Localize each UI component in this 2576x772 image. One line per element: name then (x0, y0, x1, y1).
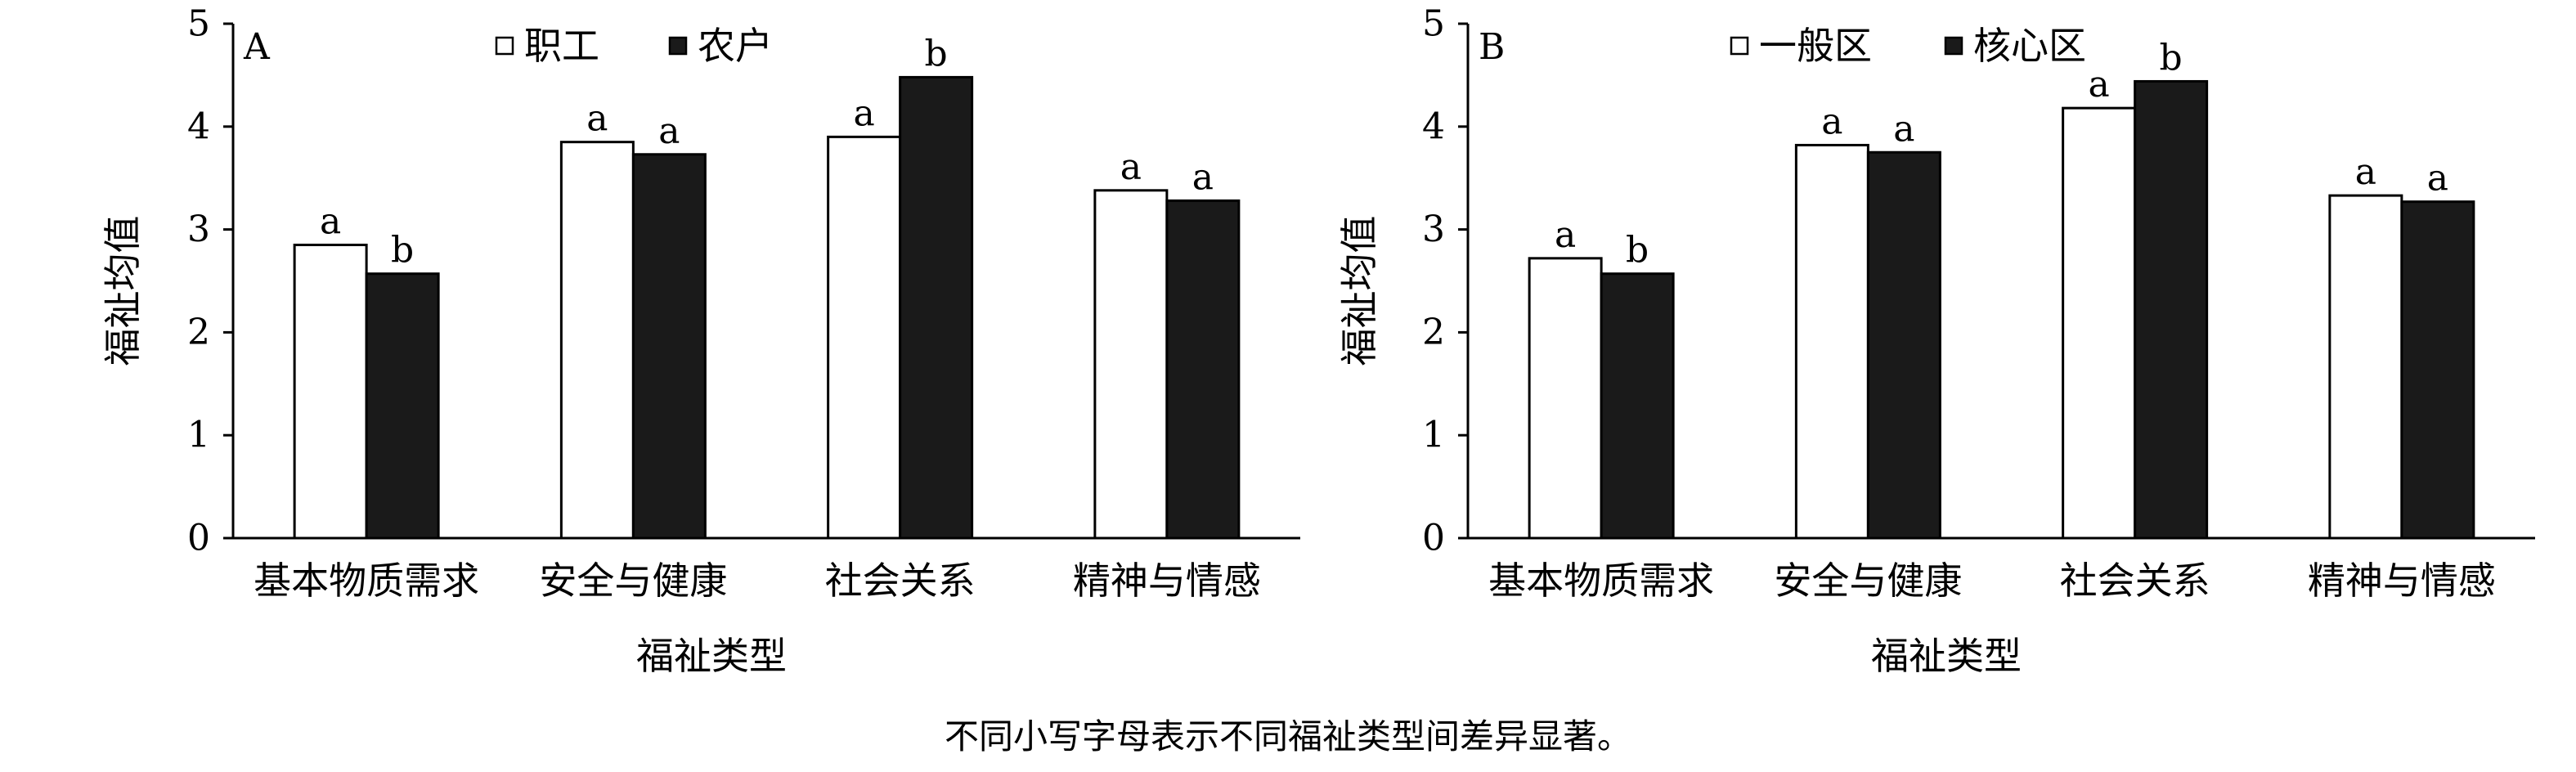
legend-label-1: 一般区 (1759, 24, 1872, 68)
bar-1 (293, 243, 368, 540)
x-category-label: 精神与情感 (2308, 559, 2496, 603)
significance-letter: b (2160, 37, 2183, 79)
bar-2 (1600, 272, 1675, 540)
y-tick-label: 4 (187, 105, 210, 147)
y-tick-label: 1 (1422, 415, 1445, 456)
significance-letter: b (925, 33, 948, 74)
bar-1 (827, 135, 902, 540)
x-category-label: 社会关系 (825, 559, 976, 603)
legend-label-2: 核心区 (1973, 24, 2086, 68)
significance-letter: a (1893, 108, 1914, 150)
y-tick-label: 2 (1422, 312, 1445, 353)
bar-2 (2400, 200, 2475, 540)
x-category-label: 基本物质需求 (254, 559, 479, 603)
significance-letter: a (1120, 146, 1142, 188)
bar-1 (1528, 257, 1603, 540)
bar-2 (631, 153, 707, 540)
y-axis-title: 福祉均值 (101, 216, 145, 366)
significance-letter: a (1555, 214, 1576, 256)
bar-2 (899, 75, 974, 540)
y-tick-label: 0 (187, 518, 210, 559)
panel-label: B (1479, 26, 1505, 68)
x-category-label: 基本物质需求 (1488, 559, 1714, 603)
x-category-label: 精神与情感 (1073, 559, 1261, 603)
significance-letter: a (2089, 64, 2110, 105)
legend-swatch-1 (495, 36, 514, 56)
legend-swatch-2 (1944, 36, 1963, 56)
figure-footnote: 不同小写字母表示不同福祉类型间差异显著。 (944, 716, 1631, 756)
bar-1 (559, 141, 635, 540)
significance-letter: a (2427, 158, 2448, 200)
significance-letter: b (1626, 230, 1649, 272)
bar-1 (2328, 194, 2403, 540)
y-tick-label: 2 (187, 312, 210, 353)
significance-letter: a (658, 110, 680, 152)
significance-letter: a (1192, 156, 1214, 198)
bar-2 (1866, 150, 1941, 540)
x-axis-title: 福祉类型 (1871, 634, 2022, 678)
significance-letter: a (854, 92, 875, 134)
y-tick-label: 5 (1422, 3, 1445, 45)
significance-letter: a (2355, 151, 2376, 193)
x-axis-title: 福祉类型 (636, 634, 787, 678)
x-category-label: 安全与健康 (539, 559, 727, 603)
bar-1 (2062, 106, 2137, 540)
significance-letter: a (320, 200, 341, 242)
significance-letter: b (391, 230, 414, 272)
y-tick-label: 1 (187, 415, 210, 456)
x-category-label: 安全与健康 (1774, 559, 1962, 603)
bar-1 (1093, 189, 1169, 540)
y-tick-label: 5 (187, 3, 210, 45)
bar-2 (2134, 79, 2209, 540)
y-tick-label: 0 (1422, 518, 1445, 559)
legend-label-1: 职工 (524, 24, 599, 68)
y-tick-label: 4 (1422, 105, 1445, 147)
x-category-label: 社会关系 (2060, 559, 2210, 603)
legend-swatch-1 (1730, 36, 1749, 56)
legend-label-2: 农户 (698, 24, 773, 68)
y-axis-title: 福祉均值 (1337, 216, 1381, 366)
legend-swatch-2 (668, 36, 688, 56)
significance-letter: a (586, 98, 608, 140)
y-tick-label: 3 (187, 209, 210, 250)
y-tick-label: 3 (1422, 209, 1445, 250)
bar-1 (1794, 143, 1869, 540)
panel-label: A (243, 26, 271, 68)
bar-2 (1165, 199, 1241, 540)
significance-letter: a (1821, 101, 1842, 142)
bar-2 (365, 272, 440, 540)
